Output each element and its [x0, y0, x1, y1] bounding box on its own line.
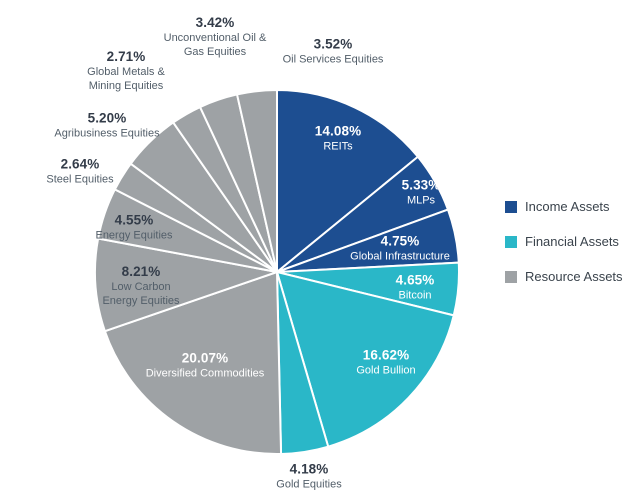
legend-label-income-assets: Income Assets — [525, 199, 610, 214]
legend-label-resource-assets: Resource Assets — [525, 269, 623, 284]
legend-label-financial-assets: Financial Assets — [525, 234, 619, 249]
pie-slice-low-carbon-energy-equities — [94, 237, 278, 333]
legend-item-financial-assets: Financial Assets — [505, 234, 623, 249]
legend-item-resource-assets: Resource Assets — [505, 269, 623, 284]
pie-slice-gold-bullion — [276, 271, 455, 448]
legend: Income Assets Financial Assets Resource … — [505, 199, 623, 304]
legend-swatch-income-assets — [505, 200, 517, 213]
pie-slice-oil-services-equities — [236, 89, 278, 273]
legend-swatch-financial-assets — [505, 235, 517, 248]
pie-slice-diversified-commodities — [103, 271, 283, 455]
legend-swatch-resource-assets — [505, 270, 517, 283]
pie-slice-reits — [276, 89, 419, 273]
legend-item-income-assets: Income Assets — [505, 199, 623, 214]
